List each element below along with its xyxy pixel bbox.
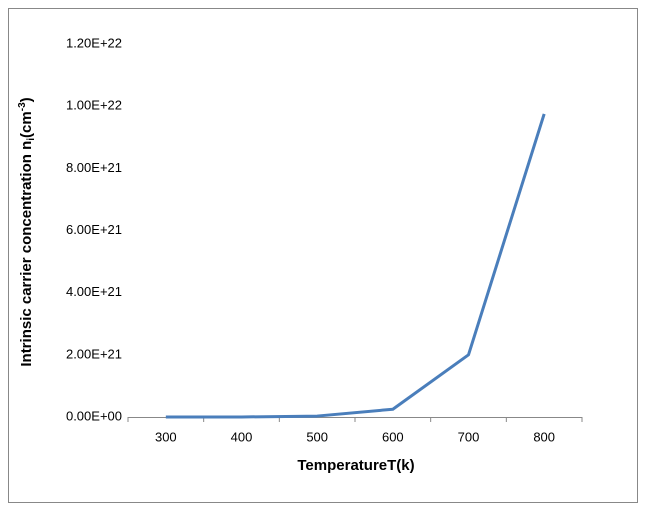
y-axis-title: Intrinsic carrier concentration ni(cm-3) (17, 97, 37, 366)
data-line (165, 113, 546, 419)
x-tick-label: 700 (458, 429, 480, 444)
y-tick-label: 0.00E+00 (66, 408, 122, 423)
y-title-subscript: i (26, 138, 37, 141)
y-title-superscript: -3 (17, 102, 28, 111)
x-axis-title: TemperatureT(k) (297, 457, 414, 474)
chart-border (8, 8, 638, 503)
y-tick-label: 1.20E+22 (66, 35, 122, 50)
y-tick-label: 4.00E+21 (66, 284, 122, 299)
y-tick-label: 6.00E+21 (66, 222, 122, 237)
x-tick-label: 500 (306, 429, 328, 444)
y-title-end: ) (18, 97, 35, 102)
x-tick-label: 400 (231, 429, 253, 444)
y-title-text: Intrinsic carrier concentration n (18, 141, 35, 367)
x-tick-label: 600 (382, 429, 404, 444)
y-tick-label: 2.00E+21 (66, 346, 122, 361)
x-tick-label: 300 (155, 429, 177, 444)
x-tick-label: 800 (533, 429, 555, 444)
y-title-middle: (cm (18, 111, 35, 138)
y-tick-label: 8.00E+21 (66, 160, 122, 175)
y-tick-label: 1.00E+22 (66, 98, 122, 113)
